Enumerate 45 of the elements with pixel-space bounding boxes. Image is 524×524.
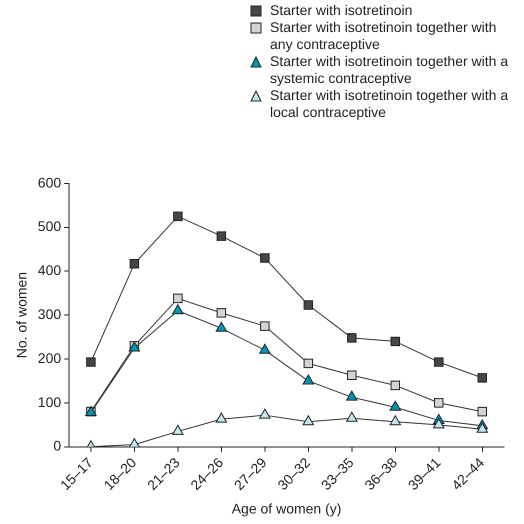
point	[302, 415, 314, 426]
point	[172, 424, 184, 435]
point	[304, 358, 314, 368]
point	[478, 373, 487, 383]
point	[259, 408, 271, 419]
point	[346, 412, 358, 422]
point	[260, 253, 270, 263]
point	[390, 336, 400, 346]
point	[259, 344, 271, 354]
legend-label: Starter with isotretinoin together with any contraceptive	[270, 19, 498, 53]
legend-label: Starter with isotretinoin together with a systemic contraceptive	[270, 53, 510, 87]
point	[216, 231, 226, 241]
point	[173, 212, 183, 222]
point	[478, 406, 487, 416]
point	[216, 322, 228, 332]
y-tick-label: 500	[38, 218, 62, 234]
y-axis-title: No. of women	[13, 272, 30, 358]
y-tick-label: 600	[38, 174, 62, 190]
point	[347, 370, 357, 380]
point	[86, 357, 96, 367]
point	[304, 300, 314, 310]
point	[302, 374, 314, 384]
legend-label: Starter with isotretinoin together with a local contraceptive	[270, 87, 510, 121]
legend-label: Starter with isotretinoin	[270, 2, 412, 19]
point	[390, 400, 401, 411]
point	[260, 321, 270, 331]
point	[433, 418, 444, 428]
y-tick-label: 400	[38, 262, 62, 278]
y-tick-label: 100	[38, 394, 62, 410]
point	[346, 390, 358, 401]
point	[130, 258, 140, 268]
y-tick-label: 0	[53, 438, 62, 454]
y-tick-label: 300	[38, 306, 62, 322]
point	[172, 304, 184, 314]
point	[434, 398, 444, 408]
point	[390, 380, 400, 390]
point	[390, 415, 401, 426]
point	[476, 422, 488, 433]
point	[347, 333, 357, 343]
point	[216, 412, 228, 423]
x-axis-title: Age of women (y)	[232, 500, 342, 516]
point	[216, 308, 226, 318]
point	[173, 294, 183, 304]
point	[434, 357, 444, 367]
y-tick-label: 200	[38, 350, 62, 366]
